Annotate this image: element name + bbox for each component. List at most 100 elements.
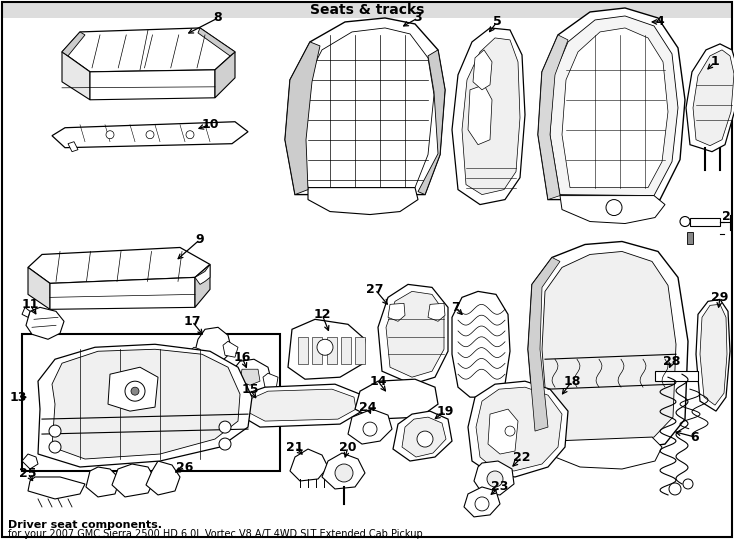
Text: Seats & tracks: Seats & tracks — [310, 3, 424, 17]
Polygon shape — [452, 292, 510, 397]
Polygon shape — [452, 28, 525, 205]
Polygon shape — [474, 461, 514, 495]
Polygon shape — [228, 359, 272, 397]
Polygon shape — [528, 258, 560, 431]
Polygon shape — [28, 477, 85, 499]
Polygon shape — [195, 265, 210, 307]
Circle shape — [680, 217, 690, 226]
Polygon shape — [52, 122, 248, 147]
Circle shape — [219, 421, 231, 433]
Polygon shape — [238, 384, 362, 427]
Polygon shape — [700, 305, 727, 405]
Text: 19: 19 — [436, 404, 454, 417]
Polygon shape — [308, 187, 418, 214]
Circle shape — [335, 464, 353, 482]
Polygon shape — [90, 70, 215, 100]
Polygon shape — [393, 411, 452, 461]
Polygon shape — [355, 379, 438, 419]
Text: 24: 24 — [359, 401, 377, 414]
Polygon shape — [28, 267, 50, 309]
Polygon shape — [462, 38, 520, 194]
Polygon shape — [468, 85, 492, 145]
Polygon shape — [388, 303, 405, 321]
Polygon shape — [290, 449, 328, 481]
Text: for your 2007 GMC Sierra 2500 HD 6.0L Vortec V8 A/T 4WD SLT Extended Cab Pickup: for your 2007 GMC Sierra 2500 HD 6.0L Vo… — [8, 529, 423, 539]
Polygon shape — [300, 28, 434, 187]
Polygon shape — [538, 35, 568, 200]
Text: 8: 8 — [214, 11, 222, 24]
Polygon shape — [240, 369, 260, 385]
Text: 11: 11 — [21, 298, 39, 311]
Polygon shape — [285, 18, 445, 194]
Text: 29: 29 — [711, 291, 729, 304]
Polygon shape — [108, 367, 158, 411]
Polygon shape — [538, 8, 685, 200]
Circle shape — [505, 426, 515, 436]
Circle shape — [49, 425, 61, 437]
Circle shape — [146, 131, 154, 139]
Circle shape — [363, 422, 377, 436]
Circle shape — [606, 200, 622, 215]
Text: 22: 22 — [513, 450, 531, 463]
Polygon shape — [528, 241, 688, 454]
Text: 4: 4 — [655, 16, 664, 29]
Text: 1: 1 — [711, 56, 719, 69]
Polygon shape — [542, 252, 676, 445]
Polygon shape — [562, 28, 668, 187]
Polygon shape — [550, 16, 678, 195]
Polygon shape — [327, 338, 336, 364]
Circle shape — [186, 131, 194, 139]
Polygon shape — [687, 232, 693, 245]
Text: 25: 25 — [19, 468, 37, 481]
Polygon shape — [223, 341, 238, 357]
Text: 13: 13 — [10, 390, 26, 404]
Polygon shape — [22, 454, 38, 469]
Polygon shape — [195, 265, 210, 285]
Text: 17: 17 — [184, 315, 201, 328]
Polygon shape — [468, 381, 568, 477]
Polygon shape — [112, 464, 155, 497]
Polygon shape — [246, 389, 356, 421]
Polygon shape — [62, 52, 90, 100]
Polygon shape — [696, 299, 730, 411]
Polygon shape — [312, 338, 322, 364]
Text: 23: 23 — [491, 481, 509, 494]
Polygon shape — [488, 409, 518, 454]
Polygon shape — [86, 467, 120, 497]
Circle shape — [417, 431, 433, 447]
Text: 9: 9 — [196, 233, 204, 246]
Polygon shape — [185, 347, 200, 361]
Polygon shape — [476, 387, 562, 471]
Polygon shape — [285, 42, 320, 194]
Circle shape — [669, 483, 681, 495]
Circle shape — [317, 339, 333, 355]
Polygon shape — [348, 409, 392, 444]
Polygon shape — [341, 338, 351, 364]
Text: 18: 18 — [563, 375, 581, 388]
Polygon shape — [68, 141, 78, 152]
Text: 10: 10 — [201, 118, 219, 131]
Polygon shape — [655, 371, 698, 381]
Text: 12: 12 — [313, 308, 331, 321]
Polygon shape — [215, 52, 235, 98]
Text: 20: 20 — [339, 441, 357, 454]
Text: 21: 21 — [286, 441, 304, 454]
Circle shape — [475, 497, 489, 511]
Polygon shape — [22, 307, 30, 318]
Polygon shape — [28, 247, 210, 284]
Bar — [2, 2, 732, 18]
Polygon shape — [355, 338, 365, 364]
Polygon shape — [146, 461, 180, 495]
Circle shape — [131, 387, 139, 395]
Text: 14: 14 — [369, 375, 387, 388]
Text: Driver seat components.: Driver seat components. — [8, 520, 162, 530]
Polygon shape — [418, 50, 445, 194]
Polygon shape — [263, 373, 278, 389]
Circle shape — [49, 441, 61, 453]
Text: 16: 16 — [233, 351, 251, 364]
Polygon shape — [464, 487, 500, 517]
Text: 2: 2 — [722, 210, 730, 223]
Text: 5: 5 — [493, 16, 501, 29]
Text: 15: 15 — [241, 383, 259, 396]
Text: 26: 26 — [176, 461, 194, 474]
